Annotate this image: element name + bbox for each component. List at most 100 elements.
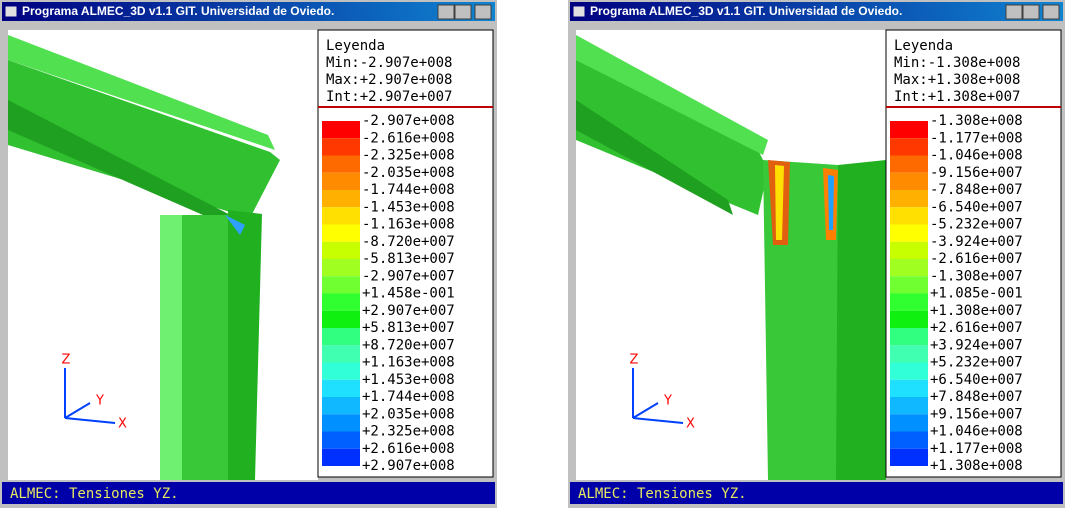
legend-label: -2.616e+007 xyxy=(930,251,1023,267)
legend-swatch xyxy=(890,173,928,190)
legend-label: +1.458e-001 xyxy=(362,286,455,302)
close-button[interactable] xyxy=(475,5,491,19)
legend-label: +2.907e+007 xyxy=(362,303,455,319)
legend-int: Int:+2.907e+007 xyxy=(326,89,452,105)
window-svg: Programa ALMEC_3D v1.1 GIT. Universidad … xyxy=(0,0,497,508)
legend-label: -5.232e+007 xyxy=(930,217,1023,233)
legend-swatch xyxy=(890,449,928,466)
legend-swatch xyxy=(890,138,928,155)
legend-swatch xyxy=(322,225,360,242)
legend-swatch xyxy=(890,414,928,431)
legend-swatch xyxy=(322,294,360,311)
legend-label: +3.924e+007 xyxy=(930,337,1023,353)
title-icon xyxy=(573,6,585,17)
minimize-button[interactable] xyxy=(438,5,454,19)
legend-swatch xyxy=(890,294,928,311)
legend-label: -1.177e+008 xyxy=(930,130,1023,146)
legend-swatch xyxy=(890,242,928,259)
legend-label: +2.616e+007 xyxy=(930,320,1023,336)
legend-label: -2.616e+008 xyxy=(362,130,455,146)
legend-label: +9.156e+007 xyxy=(930,406,1023,422)
model-surface xyxy=(160,215,182,480)
legend-label: -6.540e+007 xyxy=(930,199,1023,215)
axis-z-label: Z xyxy=(62,353,71,368)
legend-swatch xyxy=(322,190,360,207)
legend-label: +5.232e+007 xyxy=(930,355,1023,371)
legend-label: -1.308e+007 xyxy=(930,268,1023,284)
legend-label: -1.163e+008 xyxy=(362,217,455,233)
legend-label: +1.046e+008 xyxy=(930,424,1023,440)
axis-x-label: X xyxy=(686,417,695,432)
legend-label: +2.325e+008 xyxy=(362,424,455,440)
legend-label: -2.907e+008 xyxy=(362,113,455,129)
legend-swatch xyxy=(322,311,360,328)
legend-max: Max:+2.907e+008 xyxy=(326,72,452,88)
legend-label: +1.163e+008 xyxy=(362,355,455,371)
legend-label: +2.035e+008 xyxy=(362,406,455,422)
window-svg: Programa ALMEC_3D v1.1 GIT. Universidad … xyxy=(568,0,1065,508)
legend-swatch xyxy=(322,328,360,345)
legend-label: +8.720e+007 xyxy=(362,337,455,353)
legend-swatch xyxy=(322,242,360,259)
legend-swatch xyxy=(322,207,360,224)
legend-swatch xyxy=(322,156,360,173)
legend-label: -8.720e+007 xyxy=(362,234,455,250)
legend-label: +1.308e+008 xyxy=(930,458,1023,474)
legend-swatch xyxy=(322,363,360,380)
legend-label: -5.813e+007 xyxy=(362,251,455,267)
legend-label: +1.453e+008 xyxy=(362,372,455,388)
legend-label: +5.813e+007 xyxy=(362,320,455,336)
legend-label: -1.744e+008 xyxy=(362,182,455,198)
legend-label: +1.308e+007 xyxy=(930,303,1023,319)
legend-swatch xyxy=(322,259,360,276)
legend-swatch xyxy=(322,397,360,414)
legend-label: +1.085e-001 xyxy=(930,286,1023,302)
legend-label: -2.907e+007 xyxy=(362,268,455,284)
legend-swatch xyxy=(322,380,360,397)
legend-swatch xyxy=(890,259,928,276)
legend-swatch xyxy=(890,397,928,414)
maximize-button[interactable] xyxy=(455,5,471,19)
maximize-button[interactable] xyxy=(1023,5,1039,19)
model-surface xyxy=(828,175,834,230)
page: Programa ALMEC_3D v1.1 GIT. Universidad … xyxy=(0,0,1065,508)
legend-label: -9.156e+007 xyxy=(930,165,1023,181)
legend-swatch xyxy=(890,311,928,328)
window-title: Programa ALMEC_3D v1.1 GIT. Universidad … xyxy=(590,4,902,18)
close-button[interactable] xyxy=(1043,5,1059,19)
legend-swatch xyxy=(890,363,928,380)
legend-swatch xyxy=(322,414,360,431)
legend-swatch xyxy=(890,345,928,362)
axis-y-label: Y xyxy=(95,394,104,409)
legend-swatch xyxy=(322,432,360,449)
legend-swatch xyxy=(890,121,928,138)
legend-swatch xyxy=(890,190,928,207)
legend-heading: Leyenda xyxy=(326,38,385,54)
model-surface xyxy=(836,160,886,480)
legend-swatch xyxy=(890,207,928,224)
status-text: ALMEC: Tensiones YZ. xyxy=(10,486,179,502)
window: Programa ALMEC_3D v1.1 GIT. Universidad … xyxy=(568,0,1065,508)
legend-min: Min:-1.308e+008 xyxy=(894,55,1020,71)
window: Programa ALMEC_3D v1.1 GIT. Universidad … xyxy=(0,0,497,508)
legend-label: +2.907e+008 xyxy=(362,458,455,474)
legend-swatch xyxy=(322,173,360,190)
minimize-button[interactable] xyxy=(1006,5,1022,19)
window-title: Programa ALMEC_3D v1.1 GIT. Universidad … xyxy=(22,4,334,18)
legend-swatch xyxy=(322,345,360,362)
legend-swatch xyxy=(890,380,928,397)
legend-int: Int:+1.308e+007 xyxy=(894,89,1020,105)
legend-label: -3.924e+007 xyxy=(930,234,1023,250)
legend-label: -1.046e+008 xyxy=(930,148,1023,164)
legend-min: Min:-2.907e+008 xyxy=(326,55,452,71)
legend-swatch xyxy=(890,156,928,173)
legend-swatch xyxy=(322,276,360,293)
legend-swatch xyxy=(322,138,360,155)
legend-label: +1.177e+008 xyxy=(930,441,1023,457)
legend-swatch xyxy=(322,121,360,138)
legend-swatch xyxy=(890,276,928,293)
legend-label: -2.325e+008 xyxy=(362,148,455,164)
legend-swatch xyxy=(890,328,928,345)
legend-heading: Leyenda xyxy=(894,38,953,54)
legend-swatch xyxy=(890,225,928,242)
